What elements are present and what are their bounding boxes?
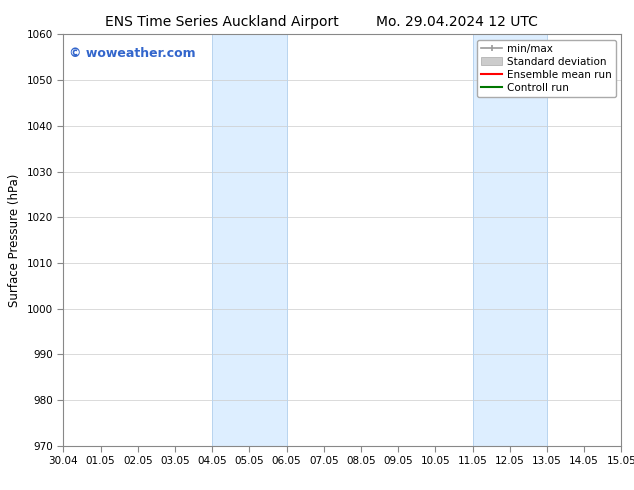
Bar xyxy=(472,34,547,446)
Text: ENS Time Series Auckland Airport: ENS Time Series Auckland Airport xyxy=(105,15,339,29)
Y-axis label: Surface Pressure (hPa): Surface Pressure (hPa) xyxy=(8,173,21,307)
Text: © woweather.com: © woweather.com xyxy=(69,47,196,60)
Text: Mo. 29.04.2024 12 UTC: Mo. 29.04.2024 12 UTC xyxy=(375,15,538,29)
Bar xyxy=(212,34,287,446)
Legend: min/max, Standard deviation, Ensemble mean run, Controll run: min/max, Standard deviation, Ensemble me… xyxy=(477,40,616,97)
